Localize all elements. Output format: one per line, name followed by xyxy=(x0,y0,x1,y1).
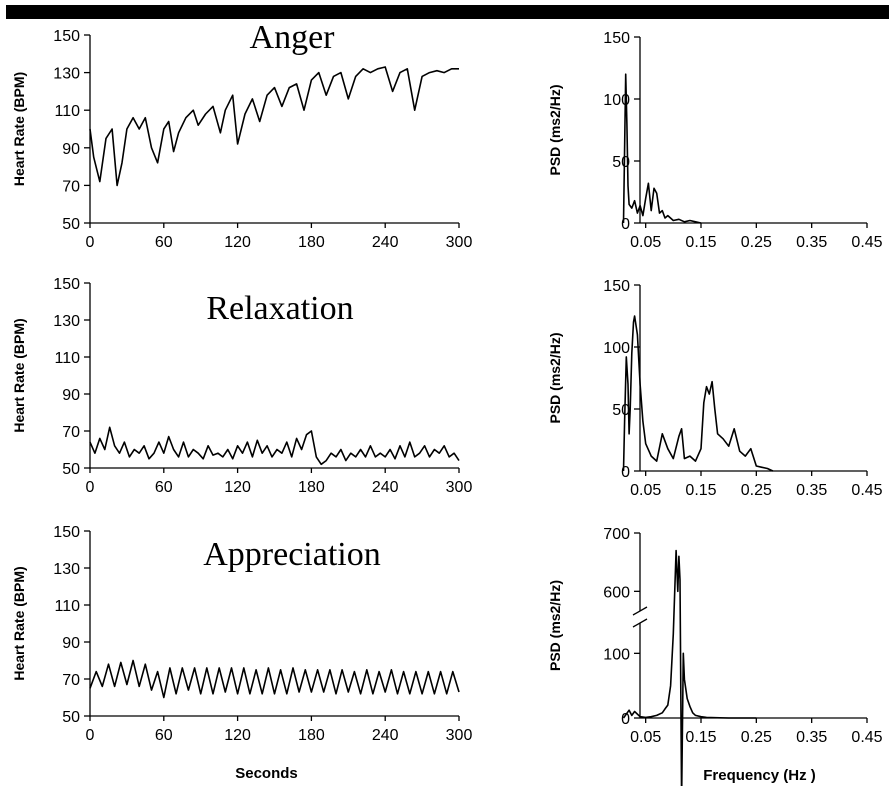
x-tick-label: 120 xyxy=(224,479,251,496)
x-tick-label: 60 xyxy=(155,727,173,744)
x-tick-label: 0.15 xyxy=(685,729,716,746)
x-tick-label: 180 xyxy=(298,234,325,251)
x-tick-label: 240 xyxy=(372,727,399,744)
y-tick-label: 50 xyxy=(62,216,80,233)
y-tick-label: 150 xyxy=(53,28,80,45)
panel-title: Appreciation xyxy=(203,536,381,573)
y-tick-label: 0 xyxy=(621,464,630,481)
y-tick-label: 90 xyxy=(62,141,80,158)
y-tick-label: 100 xyxy=(603,340,630,357)
y-axis-label: PSD (ms2/Hz) xyxy=(547,580,563,671)
series-line xyxy=(89,426,460,466)
y-tick-label: 50 xyxy=(612,402,630,419)
y-tick-label: 70 xyxy=(62,424,80,441)
x-tick-label: 0.25 xyxy=(741,482,772,499)
x-tick-label: 180 xyxy=(298,479,325,496)
panel-title: Anger xyxy=(250,19,336,56)
y-axis-label: Heart Rate (BPM) xyxy=(11,318,27,432)
y-axis-label: Heart Rate (BPM) xyxy=(11,72,27,186)
top-border-bar xyxy=(6,5,889,19)
y-tick-label: 50 xyxy=(612,154,630,171)
y-tick-label: 110 xyxy=(54,103,80,120)
x-tick-label: 0.05 xyxy=(630,729,661,746)
y-axis-label: Heart Rate (BPM) xyxy=(11,566,27,680)
chart-panel-4: 0 50 100 150 0.05 0.15 0.25 0.35 0.45 PSD (ms2/Hz… xyxy=(547,278,883,499)
x-tick-label: 0.35 xyxy=(796,234,827,251)
x-tick-label: 300 xyxy=(446,234,473,251)
y-tick-label: 0 xyxy=(621,216,630,233)
y-tick-label: 110 xyxy=(54,350,80,367)
y-tick-label: 90 xyxy=(62,387,80,404)
y-axis-label: PSD (ms2/Hz) xyxy=(547,332,563,423)
x-tick-label: 0.45 xyxy=(851,482,882,499)
y-tick-label: 150 xyxy=(53,524,80,541)
axis-break-mark xyxy=(632,618,648,628)
x-tick-label: 0.45 xyxy=(851,234,882,251)
y-tick-label: 100 xyxy=(603,92,630,109)
y-tick-label: 100 xyxy=(603,646,630,663)
x-tick-label: 300 xyxy=(446,479,473,496)
y-tick-label: 130 xyxy=(53,313,80,330)
y-tick-label: 110 xyxy=(54,598,80,615)
y-axis-label: PSD (ms2/Hz) xyxy=(547,84,563,175)
x-tick-label: 240 xyxy=(372,234,399,251)
series-line xyxy=(89,66,459,187)
series-line xyxy=(89,659,460,699)
series-line xyxy=(622,73,702,224)
x-tick-label: 0 xyxy=(86,479,95,496)
series-line xyxy=(622,315,774,472)
y-tick-label: 130 xyxy=(53,561,80,578)
x-tick-label: 120 xyxy=(224,727,251,744)
x-axis-label: Frequency (Hz ) xyxy=(703,767,816,784)
x-tick-label: 0.35 xyxy=(796,729,827,746)
x-tick-label: 60 xyxy=(155,479,173,496)
x-tick-label: 0.45 xyxy=(851,729,882,746)
chart-panel-6: 0 100 600 700 0.05 0.15 0.25 0.35 0.45 PSD (ms2/H… xyxy=(547,526,883,786)
x-tick-label: 0.05 xyxy=(630,234,661,251)
x-tick-label: 0 xyxy=(86,727,95,744)
y-tick-label: 50 xyxy=(62,709,80,726)
x-tick-label: 240 xyxy=(372,479,399,496)
y-tick-label: 90 xyxy=(62,635,80,652)
chart-panel-5: 50 70 90 110 130 150 0 60 120 180 240 300 Heart Rate… xyxy=(11,524,472,782)
y-tick-label: 150 xyxy=(603,30,630,47)
x-tick-label: 0.25 xyxy=(741,234,772,251)
x-tick-label: 180 xyxy=(298,727,325,744)
panel-title: Relaxation xyxy=(206,290,353,327)
x-tick-label: 0.05 xyxy=(630,482,661,499)
chart-panel-1: 50 70 90 110 130 150 0 60 120 180 240 300 Heart Rate… xyxy=(11,19,472,251)
x-tick-label: 0.15 xyxy=(685,482,716,499)
x-tick-label: 0.15 xyxy=(685,234,716,251)
x-axis-label: Seconds xyxy=(235,765,298,782)
x-tick-label: 60 xyxy=(155,234,173,251)
y-tick-label: 700 xyxy=(603,526,630,543)
chart-panel-3: 50 70 90 110 130 150 0 60 120 180 240 300 Heart Rate… xyxy=(11,276,472,496)
y-tick-label: 150 xyxy=(53,276,80,293)
x-tick-label: 120 xyxy=(224,234,251,251)
y-tick-label: 70 xyxy=(62,672,80,689)
x-tick-label: 300 xyxy=(446,727,473,744)
y-tick-label: 0 xyxy=(621,711,630,728)
axis-break-mark xyxy=(632,606,648,616)
y-tick-label: 50 xyxy=(62,461,80,478)
y-tick-label: 130 xyxy=(53,66,80,83)
y-tick-label: 600 xyxy=(603,584,630,601)
x-tick-label: 0.35 xyxy=(796,482,827,499)
y-tick-label: 70 xyxy=(62,178,80,195)
series-line xyxy=(622,549,757,786)
x-tick-label: 0.25 xyxy=(741,729,772,746)
y-tick-label: 150 xyxy=(603,278,630,295)
chart-panel-2: 0 50 100 150 0.05 0.15 0.25 0.35 0.45 PSD (ms2/Hz… xyxy=(547,30,883,251)
x-tick-label: 0 xyxy=(86,234,95,251)
